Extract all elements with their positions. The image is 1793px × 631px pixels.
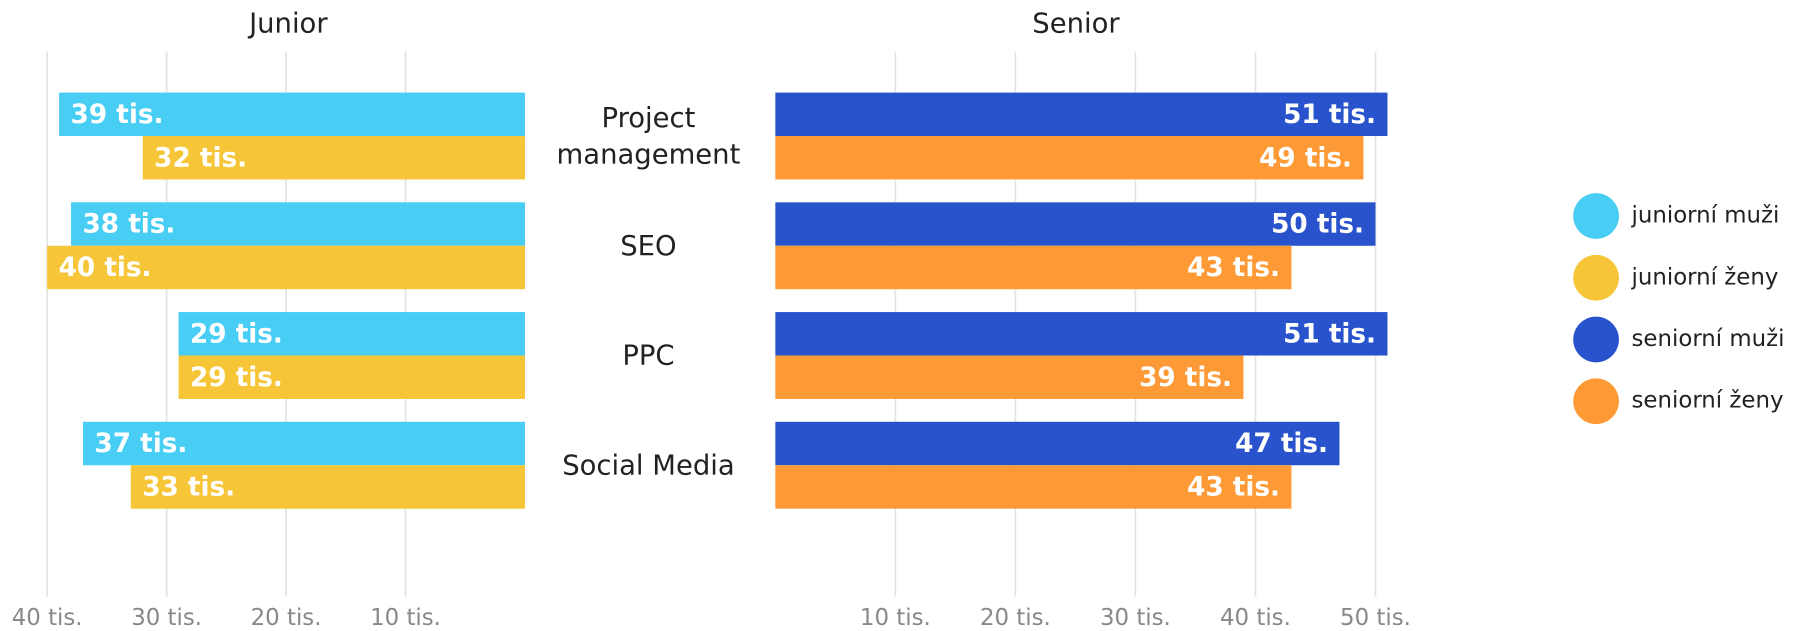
value-label: 51 tis.: [1283, 319, 1376, 349]
category-label: PPC: [622, 339, 675, 372]
value-label: 43 tis.: [1187, 473, 1280, 503]
bar: [775, 202, 1376, 246]
value-label: 37 tis.: [94, 429, 187, 459]
bar: [83, 421, 525, 466]
legend-swatch: [1573, 254, 1619, 301]
bar: [775, 312, 1388, 356]
value-label: 29 tis.: [190, 319, 283, 349]
value-label: 39 tis.: [1139, 363, 1232, 393]
bar: [775, 245, 1292, 290]
category-text: SEO: [620, 229, 677, 262]
category-label: Project management: [556, 101, 741, 171]
bar: [775, 421, 1340, 466]
value-label: 32 tis.: [154, 143, 247, 173]
bar: [775, 136, 1364, 180]
value-label: 50 tis.: [1271, 210, 1364, 240]
value-label: 49 tis.: [1259, 143, 1352, 173]
value-label: 39 tis.: [71, 100, 164, 130]
bar: [775, 355, 1244, 399]
bar: [130, 465, 525, 509]
x-tick-label: 20 tis.: [980, 605, 1051, 631]
x-tick-label: 10 tis.: [370, 605, 441, 631]
category-text: PPC: [622, 339, 675, 372]
value-label: 47 tis.: [1235, 429, 1328, 459]
bar: [47, 245, 525, 290]
panel-title: Senior: [1032, 9, 1120, 40]
value-label: 43 tis.: [1187, 253, 1280, 283]
value-label: 38 tis.: [82, 210, 175, 240]
bar: [178, 312, 525, 356]
value-label: 51 tis.: [1283, 100, 1376, 130]
panel-title: Junior: [247, 9, 328, 40]
x-tick-label: 40 tis.: [12, 605, 83, 631]
category-label: SEO: [620, 229, 677, 262]
bar: [142, 136, 525, 180]
legend-label: juniorní ženy: [1631, 264, 1779, 290]
legend-label: juniorní muži: [1631, 203, 1780, 229]
value-label: 29 tis.: [190, 363, 283, 393]
x-tick-label: 10 tis.: [860, 605, 931, 631]
legend-label: seniorní muži: [1632, 326, 1785, 352]
category-label: Social Media: [562, 449, 735, 482]
value-label: 40 tis.: [59, 253, 152, 283]
legend-swatch: [1573, 316, 1619, 363]
legend-label: seniorní ženy: [1632, 388, 1784, 414]
legend-swatch: [1573, 193, 1619, 239]
bar: [71, 202, 525, 246]
bar: [775, 465, 1292, 509]
x-tick-label: 30 tis.: [131, 605, 202, 631]
bar: [178, 355, 525, 399]
category-text: Project management: [556, 101, 741, 171]
x-tick-label: 20 tis.: [251, 605, 322, 631]
x-tick-label: 50 tis.: [1340, 605, 1411, 631]
bar: [59, 92, 525, 137]
bar: [775, 92, 1388, 137]
x-tick-label: 40 tis.: [1220, 605, 1291, 631]
legend-swatch: [1573, 378, 1619, 425]
value-label: 33 tis.: [142, 473, 235, 503]
x-tick-label: 30 tis.: [1100, 605, 1171, 631]
category-text: Social Media: [562, 449, 735, 482]
